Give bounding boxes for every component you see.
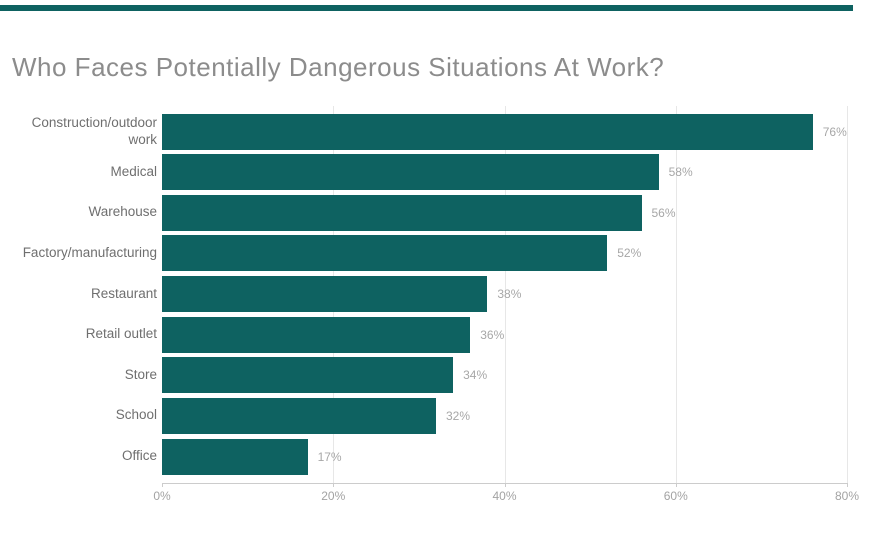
accent-stripe [0, 5, 853, 11]
gridline-40% [504, 106, 506, 483]
bar-row: 76% [162, 113, 847, 150]
bar [162, 276, 488, 312]
bar [162, 154, 659, 191]
x-axis-labels: 0% 20% 40% 60% 80% [153, 489, 859, 505]
bar [162, 357, 454, 394]
tick-mark-80% [847, 483, 848, 487]
bar-row: 56% [162, 194, 847, 231]
x-tick-label: 20% [321, 489, 346, 503]
bar [162, 397, 436, 434]
value-label: 17% [317, 449, 342, 464]
value-label: 34% [463, 368, 488, 383]
value-label: 36% [480, 327, 505, 342]
bar-row: 34% [162, 357, 847, 394]
category-axis: Construction/outdoor work Medical Warehous… [0, 106, 157, 483]
tick-mark-60% [675, 483, 677, 487]
bar-row: 52% [162, 235, 847, 272]
x-tick-label: 80% [834, 489, 860, 503]
bar-row: 17% [162, 438, 847, 475]
tick-mark-20% [333, 483, 335, 487]
value-label: 38% [497, 287, 522, 301]
x-tick-label: 60% [663, 489, 688, 503]
bar-row: 32% [162, 397, 847, 434]
bar-row: 36% [162, 316, 847, 353]
tick-mark-0% [162, 483, 163, 487]
category-label: Medical [110, 163, 157, 179]
category-label: Retail outlet [85, 326, 157, 342]
value-label: 56% [651, 205, 676, 220]
category-label: Warehouse [88, 204, 157, 220]
value-label: 76% [822, 124, 847, 139]
category-label: Restaurant [90, 285, 157, 301]
value-label: 52% [617, 246, 642, 261]
bar [162, 113, 813, 150]
gridline-60% [675, 106, 677, 483]
tick-mark-40% [504, 483, 506, 487]
category-label: Factory/manufacturing [22, 244, 157, 260]
bar-row: 38% [162, 276, 847, 312]
x-tick-label: 0% [153, 489, 171, 503]
bar [162, 235, 608, 272]
value-label: 32% [446, 408, 471, 423]
category-label: School [115, 407, 157, 423]
bar [162, 316, 471, 353]
gridline-80% [847, 106, 848, 483]
bar-series: 76% 58% 56% 52% 38% 36% 34% 32% 17% [162, 106, 847, 483]
bar-row: 58% [162, 154, 847, 191]
category-label: Construction/outdoor work [31, 114, 157, 147]
plot-area: 76% 58% 56% 52% 38% 36% 34% 32% 17% [162, 106, 848, 487]
category-label: Store [124, 366, 157, 382]
x-tick-label: 40% [492, 489, 517, 503]
chart-title: Who Faces Potentially Dangerous Situatio… [12, 52, 665, 82]
category-label: Office [121, 448, 157, 464]
bar [162, 194, 642, 231]
bar [162, 438, 308, 475]
value-label: 58% [668, 165, 693, 180]
